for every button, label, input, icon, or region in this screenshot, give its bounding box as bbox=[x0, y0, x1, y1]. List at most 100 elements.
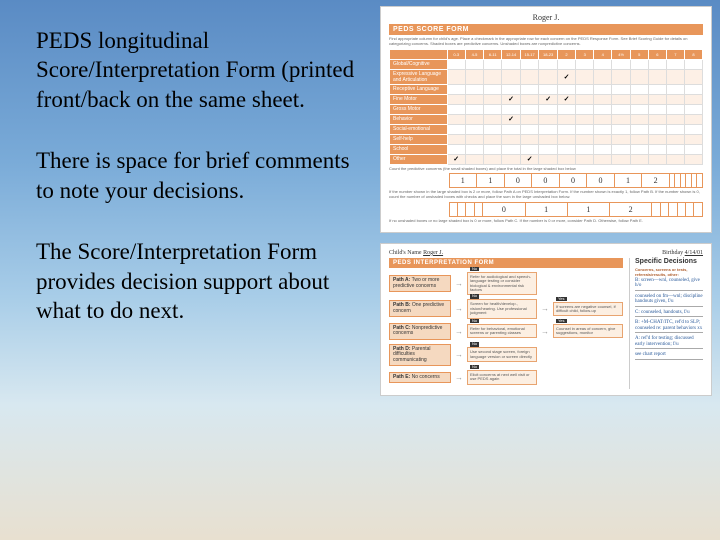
score-cell bbox=[465, 124, 483, 134]
score-cell bbox=[557, 59, 575, 69]
paragraph-1: PEDS longitudinal Score/Interpretation F… bbox=[36, 26, 366, 114]
score-cell bbox=[465, 69, 483, 84]
score-cell bbox=[666, 124, 684, 134]
sum-cell bbox=[697, 174, 703, 188]
sum-row-1: 11000012 bbox=[389, 173, 703, 188]
score-cell bbox=[520, 59, 539, 69]
score-cell bbox=[484, 59, 502, 69]
concern-row-label: Expressive Language and Articulation bbox=[390, 69, 448, 84]
age-col: 15-17 bbox=[520, 49, 539, 59]
score-cell bbox=[630, 69, 648, 84]
score-cell bbox=[520, 114, 539, 124]
sum-cell bbox=[449, 202, 457, 216]
sum-instructions: Count the predictive concerns (the small… bbox=[389, 167, 703, 172]
sum-cell bbox=[474, 202, 482, 216]
score-cell bbox=[520, 94, 539, 104]
concern-row-label: Gross Motor bbox=[390, 104, 448, 114]
path-tag: No bbox=[470, 319, 479, 323]
age-col: 6 bbox=[648, 49, 666, 59]
score-grid: 0-34-56-1112-1415-1718-232344½5678 Globa… bbox=[389, 49, 703, 165]
score-form-card: Roger J. PEDS SCORE FORM Find appropriat… bbox=[380, 6, 712, 233]
age-col: 4½ bbox=[612, 49, 630, 59]
path-tag: No bbox=[470, 342, 479, 346]
score-cell bbox=[684, 59, 702, 69]
score-cell bbox=[666, 114, 684, 124]
interp-path-row: Path E: No concerns→Elicit concerns at n… bbox=[389, 370, 623, 385]
score-cell bbox=[539, 84, 558, 94]
slide-text-column: PEDS longitudinal Score/Interpretation F… bbox=[36, 26, 366, 358]
score-cell bbox=[484, 134, 502, 144]
score-cell bbox=[630, 134, 648, 144]
score-cell bbox=[557, 134, 575, 144]
forms-column: Roger J. PEDS SCORE FORM Find appropriat… bbox=[380, 6, 712, 406]
score-cell bbox=[594, 114, 612, 124]
score-form-child-name: Roger J. bbox=[389, 13, 703, 22]
score-cell bbox=[684, 124, 702, 134]
score-cell bbox=[502, 94, 521, 104]
concern-row-label: Global/Cognitive bbox=[390, 59, 448, 69]
score-cell bbox=[666, 104, 684, 114]
score-cell bbox=[484, 69, 502, 84]
score-cell bbox=[484, 84, 502, 94]
score-cell bbox=[539, 124, 558, 134]
path-label: Path D: Parental difficulties communicat… bbox=[389, 344, 451, 367]
sum-cell bbox=[457, 202, 465, 216]
score-cell bbox=[502, 124, 521, 134]
score-cell bbox=[648, 144, 666, 154]
score-form-instructions: Find appropriate column for child's age.… bbox=[389, 37, 703, 47]
paragraph-3: The Score/Interpretation Form provides d… bbox=[36, 237, 366, 325]
score-cell bbox=[576, 59, 594, 69]
score-cell bbox=[648, 69, 666, 84]
path-action-box: Elicit concerns at next well visit or us… bbox=[467, 370, 537, 385]
path-action-box: Use second stage screen, foreign languag… bbox=[467, 347, 537, 362]
age-col: 7 bbox=[666, 49, 684, 59]
decision-line: counseled on fm—wnl; discipline handouts… bbox=[635, 293, 703, 307]
sum-cell: 1 bbox=[567, 202, 609, 216]
path-action-box: Refer for behavioral, emotional screens … bbox=[467, 324, 537, 339]
interp-path-row: Path C: Nonpredictive concerns→Refer for… bbox=[389, 323, 623, 340]
score-cell bbox=[539, 144, 558, 154]
sum-cell bbox=[686, 202, 694, 216]
score-cell bbox=[520, 124, 539, 134]
score-cell bbox=[684, 154, 702, 164]
interp-path-row: Path D: Parental difficulties communicat… bbox=[389, 344, 623, 367]
sum-cell bbox=[677, 202, 685, 216]
score-cell bbox=[684, 94, 702, 104]
score-cell bbox=[576, 154, 594, 164]
score-cell bbox=[520, 69, 539, 84]
score-cell bbox=[447, 94, 465, 104]
score-cell bbox=[539, 69, 558, 84]
decision-line: B: screen—wnl, counseled, give h/o bbox=[635, 277, 703, 291]
score-cell bbox=[557, 114, 575, 124]
score-cell bbox=[630, 124, 648, 134]
age-col: 6-11 bbox=[484, 49, 502, 59]
score-cell bbox=[666, 144, 684, 154]
score-cell bbox=[502, 144, 521, 154]
score-cell bbox=[666, 84, 684, 94]
score-cell bbox=[520, 84, 539, 94]
concern-row-label: Self-help bbox=[390, 134, 448, 144]
decision-line: C: counseled, handouts, f/u bbox=[635, 309, 703, 318]
score-cell bbox=[465, 154, 483, 164]
score-cell bbox=[484, 104, 502, 114]
interp-decisions-column: Specific Decisions Concerns, screens or … bbox=[629, 258, 703, 389]
score-cell bbox=[612, 134, 630, 144]
score-cell bbox=[630, 94, 648, 104]
score-cell bbox=[648, 124, 666, 134]
score-cell bbox=[612, 94, 630, 104]
age-col: 8 bbox=[684, 49, 702, 59]
score-cell bbox=[648, 134, 666, 144]
path-tag: No bbox=[470, 365, 479, 369]
interp-path-row: Path B: One predictive concern→Screen fo… bbox=[389, 299, 623, 318]
age-col: 18-23 bbox=[539, 49, 558, 59]
score-cell bbox=[447, 144, 465, 154]
score-cell bbox=[502, 59, 521, 69]
score-cell bbox=[648, 94, 666, 104]
score-cell bbox=[484, 124, 502, 134]
path-tag: No bbox=[470, 267, 479, 271]
score-cell bbox=[576, 134, 594, 144]
concern-row-label: School bbox=[390, 144, 448, 154]
score-cell bbox=[648, 59, 666, 69]
path-tag: Yes bbox=[556, 297, 567, 301]
score-cell bbox=[557, 144, 575, 154]
